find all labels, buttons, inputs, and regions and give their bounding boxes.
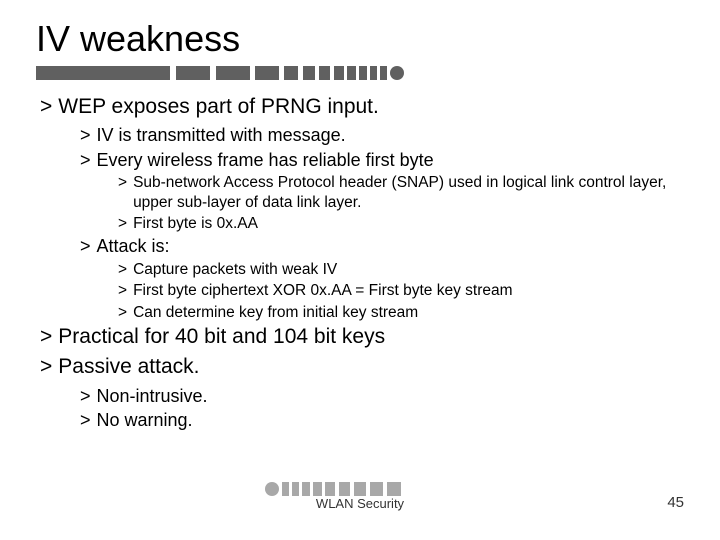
page-number: 45 xyxy=(667,494,684,511)
bullet-level-2: > Every wireless frame has reliable first… xyxy=(80,149,684,172)
divider-dot xyxy=(390,66,404,80)
bullet-marker: > xyxy=(40,94,52,120)
divider-bar xyxy=(255,66,279,80)
footer-dot xyxy=(265,482,279,496)
bullet-level-2: > Attack is: xyxy=(80,235,684,258)
slide-container: IV weakness >WEP exposes part of PRNG in… xyxy=(0,0,720,540)
divider-bar xyxy=(216,66,250,80)
bullet-marker: > xyxy=(80,149,91,172)
bullet-text: No warning. xyxy=(97,409,684,432)
bullet-text: Can determine key from initial key strea… xyxy=(133,303,684,322)
divider-bar xyxy=(334,66,344,80)
bullet-level-1: >Practical for 40 bit and 104 bit keys xyxy=(40,324,684,350)
divider-bar xyxy=(380,66,387,80)
bullet-marker: > xyxy=(40,324,52,350)
bullet-level-2: > No warning. xyxy=(80,409,684,432)
bullet-level-3: > Can determine key from initial key stre… xyxy=(118,303,684,322)
bullet-level-2: > IV is transmitted with message. xyxy=(80,124,684,147)
footer-bar xyxy=(292,482,299,496)
footer-title: WLAN Security xyxy=(0,496,720,511)
bullet-text: Every wireless frame has reliable first … xyxy=(97,149,684,172)
bullet-level-1: >Passive attack. xyxy=(40,354,684,380)
footer-bar xyxy=(339,482,350,496)
bullet-text: WEP exposes part of PRNG input. xyxy=(58,94,684,120)
divider-bar xyxy=(347,66,356,80)
divider-bar xyxy=(303,66,315,80)
bullet-marker: > xyxy=(80,235,91,258)
bullet-level-1: >WEP exposes part of PRNG input. xyxy=(40,94,684,120)
footer-bar xyxy=(282,482,289,496)
bullet-marker: > xyxy=(80,409,91,432)
bullet-level-3: > First byte ciphertext XOR 0x.AA = First… xyxy=(118,281,684,300)
divider-bar xyxy=(319,66,330,80)
divider-bar xyxy=(36,66,170,80)
bullet-level-3: > First byte is 0x.AA xyxy=(118,214,684,233)
footer-bar xyxy=(302,482,310,496)
bullet-text: Non-intrusive. xyxy=(97,385,684,408)
bullet-marker: > xyxy=(118,303,127,322)
bullet-level-3: >Sub-network Access Protocol header (SNA… xyxy=(118,173,684,212)
bullet-text: First byte ciphertext XOR 0x.AA = First … xyxy=(133,281,684,300)
footer-bar xyxy=(387,482,401,496)
footer-bar xyxy=(313,482,322,496)
divider-bar xyxy=(359,66,367,80)
bullet-list: >WEP exposes part of PRNG input.>IV is t… xyxy=(36,94,684,432)
divider-bar xyxy=(370,66,377,80)
divider-bar xyxy=(284,66,298,80)
slide-footer: WLAN Security 45 xyxy=(0,494,720,518)
bullet-text: IV is transmitted with message. xyxy=(97,124,684,147)
bullet-level-3: > Capture packets with weak IV xyxy=(118,260,684,279)
bullet-marker: > xyxy=(118,173,127,212)
bullet-text: Sub-network Access Protocol header (SNAP… xyxy=(133,173,684,212)
bullet-text: Practical for 40 bit and 104 bit keys xyxy=(58,324,684,350)
footer-bar xyxy=(325,482,335,496)
bullet-text: Passive attack. xyxy=(58,354,684,380)
divider-bar xyxy=(176,66,210,80)
bullet-marker: > xyxy=(80,124,91,147)
bullet-marker: > xyxy=(118,214,127,233)
bullet-text: Attack is: xyxy=(97,235,684,258)
bullet-level-2: > Non-intrusive. xyxy=(80,385,684,408)
bullet-marker: > xyxy=(118,260,127,279)
footer-bar xyxy=(354,482,366,496)
bullet-marker: > xyxy=(118,281,127,300)
bullet-text: Capture packets with weak IV xyxy=(133,260,684,279)
slide-title: IV weakness xyxy=(36,18,684,60)
bullet-text: First byte is 0x.AA xyxy=(133,214,684,233)
bullet-marker: > xyxy=(80,385,91,408)
bullet-marker: > xyxy=(40,354,52,380)
footer-bar xyxy=(370,482,383,496)
footer-decoration xyxy=(265,482,401,496)
title-divider xyxy=(36,66,684,80)
